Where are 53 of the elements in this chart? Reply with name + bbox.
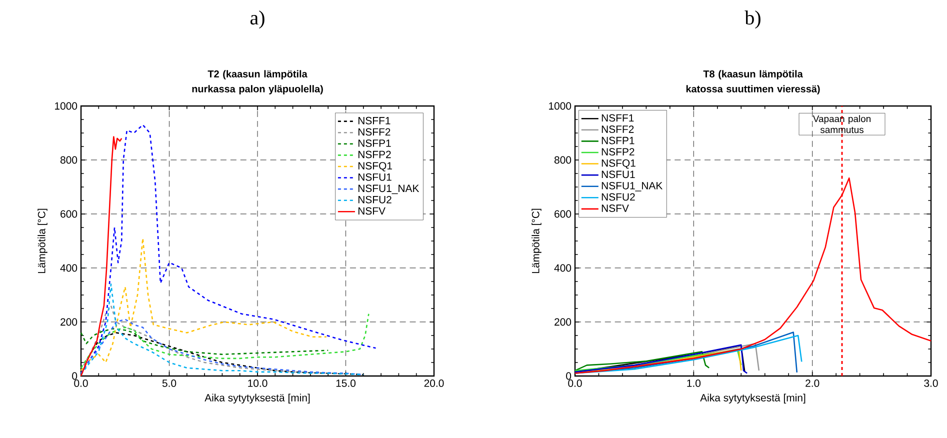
x-tick-label: 20.0 — [424, 380, 444, 387]
y-tick-label: 0 — [566, 372, 572, 380]
legend-label: NSFP2 — [602, 148, 634, 156]
legend-label: NSFF2 — [602, 126, 634, 133]
y-tick-label: 600 — [554, 210, 572, 218]
y-tick-label: 1000 — [55, 102, 78, 110]
y-axis-title: Lämpötila [°C] — [532, 208, 542, 274]
legend-label: NSFU2 — [602, 193, 635, 201]
line-series — [80, 284, 364, 376]
y-tick-label: 0 — [72, 372, 78, 380]
legend-label: NSFQ1 — [602, 159, 636, 169]
legend-label: NSFP2 — [358, 150, 391, 158]
line-series — [574, 351, 710, 372]
legend-label: NSFU1 — [358, 173, 392, 181]
y-axis-title: Lämpötila [°C] — [38, 208, 48, 274]
y-tick-label: 800 — [554, 156, 572, 164]
legend-label: NSFQ1 — [358, 162, 392, 172]
legend-label: NSFF1 — [358, 116, 390, 124]
line-series — [80, 305, 346, 374]
legend-label: NSFU1_NAK — [358, 184, 420, 194]
ref-line-label: Vapaan palon sammutus — [812, 115, 871, 134]
y-tick-label: 400 — [60, 264, 78, 272]
legend-label: NSFU2 — [358, 196, 392, 204]
line-series — [80, 238, 327, 372]
y-tick-label: 400 — [554, 264, 572, 272]
x-axis-title: Aika sytytyksestä [min] — [700, 394, 806, 404]
legend-label: NSFU1 — [602, 170, 635, 178]
y-tick-label: 200 — [554, 318, 572, 326]
chart-title: b) — [744, 10, 760, 29]
x-tick-label: 1.0 — [687, 380, 701, 387]
legend-label: NSFU1_NAK — [602, 182, 663, 192]
y-tick-label: 600 — [60, 210, 78, 218]
chart-subtitle: T2 (kaasun lämpötila nurkassa palon yläpuolella) — [192, 70, 323, 94]
line-series — [80, 136, 122, 377]
x-tick-label: 3.0 — [924, 380, 938, 387]
chart-subtitle: T8 (kaasun lämpötila katossa suuttimen vieressä) — [686, 70, 820, 94]
y-tick-label: 1000 — [549, 102, 572, 110]
legend-label: NSFF1 — [602, 114, 634, 122]
legend-label: NSFF2 — [358, 128, 390, 136]
chart-title: a) — [250, 10, 264, 29]
y-tick-label: 800 — [60, 156, 78, 164]
x-tick-label: 0.0 — [74, 380, 88, 387]
legend-label: NSFV — [358, 207, 386, 215]
x-tick-label: 5.0 — [162, 380, 176, 387]
y-tick-label: 200 — [60, 318, 78, 326]
legend-label: NSFP1 — [602, 136, 634, 144]
x-tick-label: 15.0 — [336, 380, 356, 387]
x-tick-label: 0.0 — [568, 380, 582, 387]
legend-label: NSFP1 — [358, 140, 391, 147]
legend-label: NSFV — [602, 204, 629, 212]
x-tick-label: 2.0 — [806, 380, 820, 387]
x-axis-title: Aika sytytyksestä [min] — [204, 394, 310, 404]
x-tick-label: 10.0 — [248, 380, 268, 387]
